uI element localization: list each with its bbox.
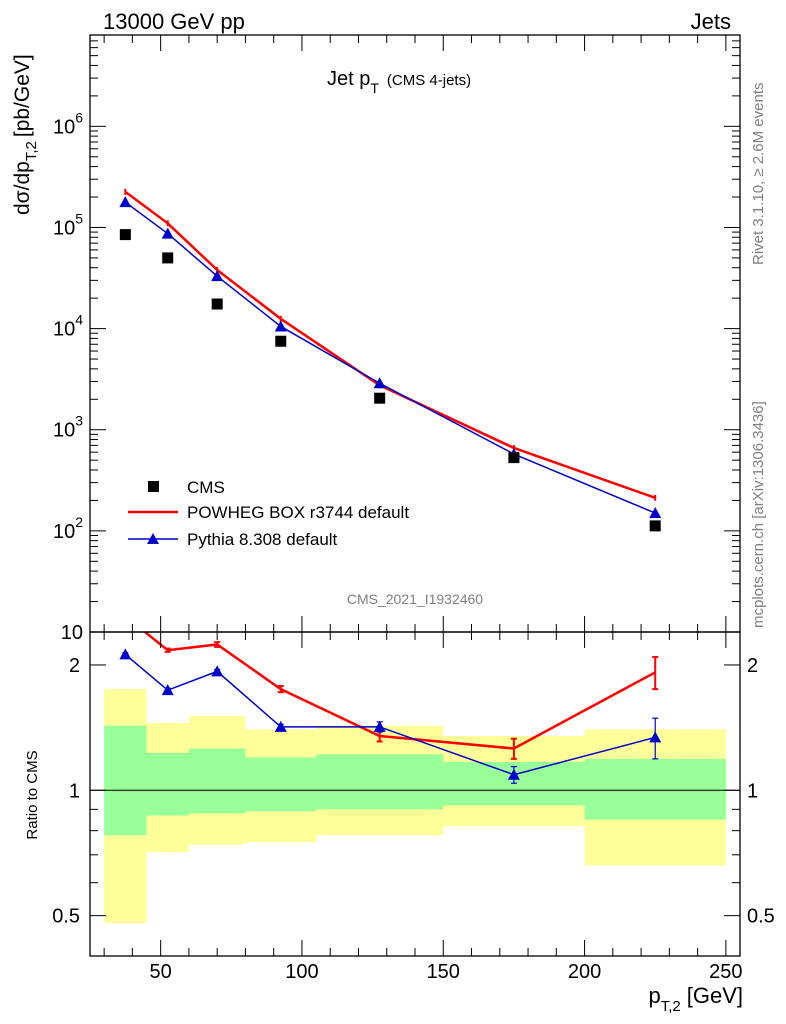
main-ytick-exponent: 3	[75, 413, 83, 429]
ratio-xtick-label: 50	[150, 961, 172, 983]
cms-data-point	[508, 452, 520, 464]
pythia-ratio-point	[161, 684, 174, 696]
cms-data-point	[649, 520, 661, 532]
legend-label-powheg: POWHEG BOX r3744 default	[187, 503, 409, 522]
pythia-ratio-point	[649, 731, 662, 743]
cms-data-point	[162, 252, 174, 264]
pythia-point	[274, 320, 287, 332]
legend-marker-pythia	[147, 533, 159, 544]
ratio-ytick-label-right: 1	[747, 780, 758, 802]
pythia-point	[161, 227, 174, 239]
main-ytick-mantissa: 10	[53, 217, 75, 239]
ratio-xtick-label: 100	[285, 961, 318, 983]
band-inner-bin-2	[188, 748, 246, 814]
band-inner-bin-3	[245, 757, 317, 812]
ratio-series-clipped	[119, 632, 662, 784]
main-ytick-mantissa: 10	[53, 420, 75, 442]
main-ylabel: dσ/dpT,2[pb/GeV]	[11, 54, 40, 215]
pythia-point	[211, 270, 224, 282]
analysis-id: CMS_2021_I1932460	[347, 591, 483, 607]
x-axis-label: pT,2 [GeV]	[648, 983, 743, 1015]
ratio-ytick-label-left: 2	[69, 655, 80, 677]
ratio-ylabel: Ratio to CMS	[24, 750, 41, 839]
ratio-series-layer	[119, 632, 662, 784]
legend-label-cms: CMS	[187, 478, 225, 497]
cms-data-point	[275, 335, 287, 347]
band-inner-bin-1	[146, 752, 189, 816]
ratio-xtick-label: 200	[568, 961, 601, 983]
pythia-ratio-point	[211, 665, 224, 677]
main-ytick-label: 106	[53, 109, 83, 138]
pythia-ratio-point	[274, 720, 287, 732]
main-ytick-exponent: 4	[75, 312, 83, 328]
side-label-mcplots: mcplots.cern.ch [arXiv:1306.3436]	[750, 401, 767, 628]
ratio-ytick-label-left: 0.5	[52, 906, 80, 928]
ratio-xtick-label: 250	[709, 961, 742, 983]
main-ytick-exponent: 6	[75, 109, 83, 125]
main-series-layer	[119, 188, 662, 532]
main-ytick-label: 105	[53, 210, 83, 239]
main-ytick-mantissa: 10	[53, 116, 75, 138]
band-inner-bin-6	[584, 758, 726, 820]
uncertainty-bands	[104, 689, 726, 924]
ratio-xtick-label: 150	[427, 961, 460, 983]
pythia-ratio-point	[507, 768, 520, 780]
ratio-ytick-label-right: 2	[747, 655, 758, 677]
cms-data-point	[374, 392, 386, 404]
main-ytick-label: 104	[53, 312, 83, 341]
pythia-ratio-point	[119, 648, 132, 660]
ratio-ytick-label-right: 0.5	[747, 906, 775, 928]
main-ytick-exponent: 5	[75, 210, 83, 226]
pythia-point	[119, 196, 132, 208]
legend: CMS POWHEG BOX r3744 default Pythia 8.30…	[128, 478, 409, 549]
side-label-rivet: Rivet 3.1.10, ≥ 2.6M events	[750, 83, 767, 266]
cms-data-point	[211, 298, 223, 310]
legend-label-pythia: Pythia 8.308 default	[187, 530, 338, 549]
pythia-ratio-point	[373, 720, 386, 732]
plot-title: Jet pT (CMS 4-jets)	[327, 68, 471, 96]
powheg-line	[124, 190, 656, 500]
pythia-line	[124, 201, 656, 514]
ratio-ytick-label-left: 1	[69, 780, 80, 802]
main-ytick-mantissa: 10	[53, 521, 75, 543]
main-ytick-mantissa: 10	[53, 319, 75, 341]
main-ytick-label: 10	[61, 622, 83, 644]
header-left-title: 13000 GeV pp	[103, 9, 245, 34]
legend-marker-cms	[148, 481, 159, 492]
band-inner-bin-0	[104, 725, 147, 836]
main-ytick-exponent: 2	[75, 514, 83, 530]
band-inner-bin-4	[316, 754, 444, 810]
main-ytick-label: 103	[53, 413, 83, 442]
cms-data-point	[119, 229, 131, 241]
main-ytick-label: 102	[53, 514, 83, 543]
pythia-point	[373, 377, 386, 389]
header-right-title: Jets	[691, 9, 731, 34]
axis-ticks	[90, 34, 740, 957]
pythia-point	[649, 507, 662, 519]
